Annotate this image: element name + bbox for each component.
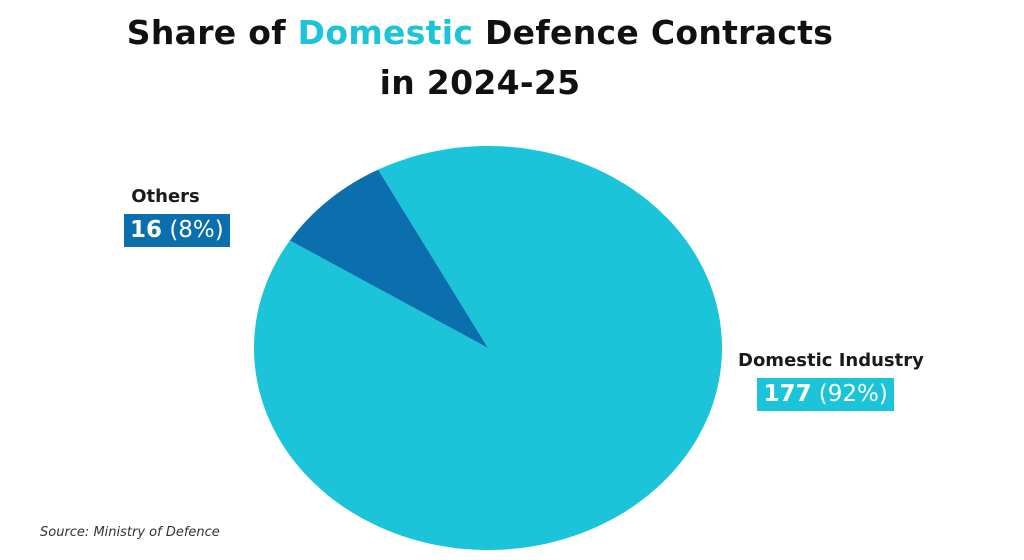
slice-label-domestic: Domestic Industry 177 (92%) <box>738 350 924 411</box>
chart-title: Share of Domestic Defence Contracts in 2… <box>0 8 960 108</box>
slice-percent-others: (8%) <box>169 217 224 243</box>
title-text-part1: Share of <box>126 13 298 52</box>
slice-count-domestic: 177 <box>763 381 812 407</box>
pie-slice-domestic-industry <box>253 145 722 550</box>
slice-count-others: 16 <box>130 217 163 243</box>
title-accent-word: Domestic <box>297 13 474 52</box>
slice-label-others: Others 16 (8%) <box>124 186 230 247</box>
slice-percent-domestic: (92%) <box>818 381 888 407</box>
title-text-part2: Defence Contracts <box>473 13 834 52</box>
slice-value-badge-domestic: 177 (92%) <box>757 378 894 411</box>
pie-slice-others <box>289 169 488 348</box>
slice-name-others: Others <box>131 186 200 207</box>
title-line-1: Share of Domestic Defence Contracts <box>0 8 960 58</box>
slice-name-domestic: Domestic Industry <box>738 350 924 371</box>
title-line-2: in 2024-25 <box>379 63 581 102</box>
slice-value-badge-others: 16 (8%) <box>124 214 230 247</box>
source-note: Source: Ministry of Defence <box>40 525 220 540</box>
